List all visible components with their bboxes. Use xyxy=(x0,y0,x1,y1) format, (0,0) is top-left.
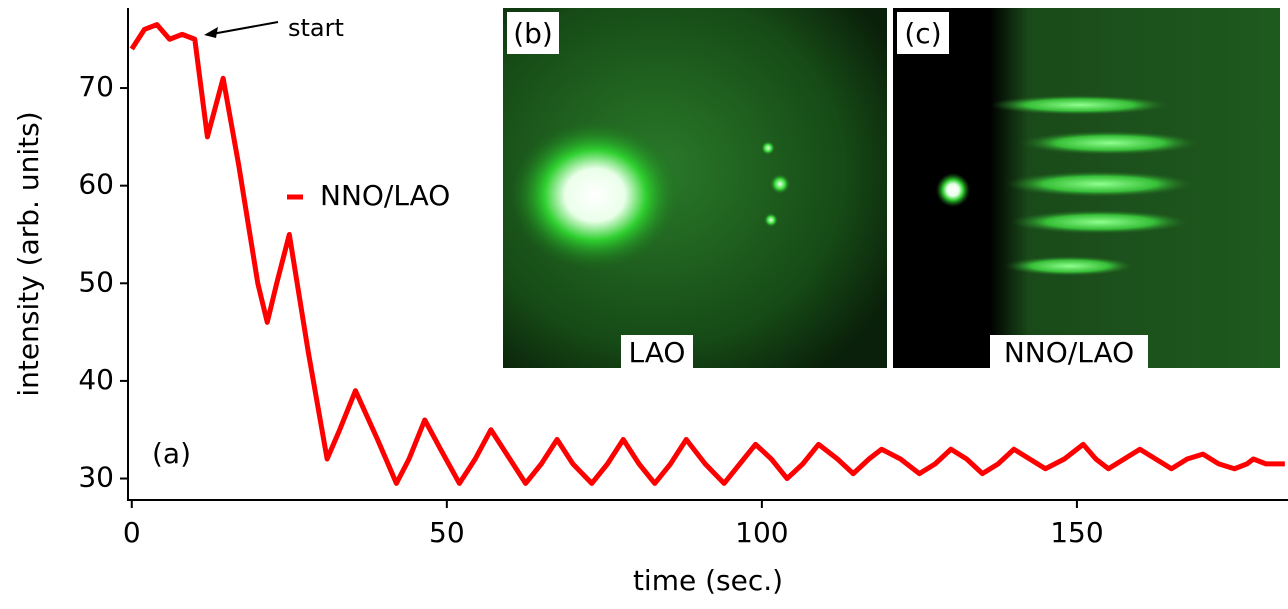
x-tick-label: 150 xyxy=(1050,516,1103,549)
x-tick-label: 50 xyxy=(429,516,465,549)
y-tick-label: 70 xyxy=(78,70,114,103)
x-axis-label: time (sec.) xyxy=(633,564,783,597)
streak xyxy=(1020,131,1200,155)
arrow-head xyxy=(204,27,218,38)
streak xyxy=(1005,256,1135,276)
legend-label: NNO/LAO xyxy=(320,179,450,212)
inset-label: (c) xyxy=(904,17,941,50)
spot xyxy=(510,120,680,270)
inset-b: (b) LAO xyxy=(503,8,887,369)
inset-label: (b) xyxy=(513,17,553,50)
inset-caption: LAO xyxy=(629,336,686,369)
inset-caption: NNO/LAO xyxy=(1004,336,1134,369)
y-tick-label: 60 xyxy=(78,168,114,201)
spot xyxy=(770,174,790,194)
spot xyxy=(936,173,970,207)
y-tick-label: 50 xyxy=(78,265,114,298)
arrow xyxy=(212,22,278,34)
streak xyxy=(990,95,1170,115)
chart: (b) LAO (c) NNO/LAO time (sec.) intensit… xyxy=(0,0,1288,605)
inset-c: (c) NNO/LAO xyxy=(893,8,1280,369)
annotation: (a) xyxy=(152,437,191,470)
x-tick-label: 0 xyxy=(123,516,141,549)
streak xyxy=(1010,210,1190,234)
y-tick-label: 40 xyxy=(78,363,114,396)
spot xyxy=(764,213,778,227)
spot xyxy=(761,141,775,155)
x-tick-label: 100 xyxy=(735,516,788,549)
y-axis-label: intensity (arb. units) xyxy=(12,111,45,396)
streak xyxy=(1005,171,1195,197)
annotation: start xyxy=(288,14,344,42)
y-tick-label: 30 xyxy=(78,461,114,494)
